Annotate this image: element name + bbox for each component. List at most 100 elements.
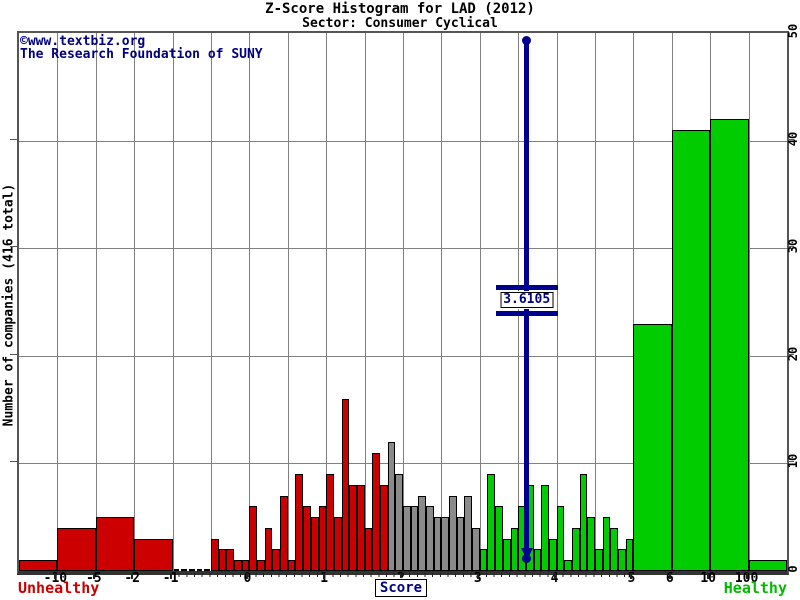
marker-bottom-dot	[522, 554, 532, 563]
histogram-bar	[464, 495, 473, 571]
histogram-bar	[533, 549, 542, 571]
histogram-bar	[556, 506, 565, 571]
histogram-bar	[372, 452, 380, 571]
histogram-bar	[272, 549, 281, 571]
histogram-bar	[218, 549, 227, 571]
healthy-label: Healthy	[723, 579, 787, 597]
chart-title: Z-Score Histogram for LAD (2012)	[265, 1, 535, 17]
marker-crossbar-lower	[495, 311, 558, 316]
histogram-bar	[287, 560, 296, 571]
histogram-bar	[303, 506, 311, 571]
histogram-bar	[134, 538, 173, 571]
x-axis-label: Score	[374, 579, 428, 597]
histogram-bar	[502, 538, 511, 571]
vertical-gridline	[326, 33, 328, 571]
marker-crossbar-upper	[495, 285, 558, 290]
histogram-bar	[564, 560, 572, 571]
vertical-gridline	[479, 33, 481, 571]
x-tick-mark	[54, 573, 57, 579]
vertical-gridline	[441, 33, 443, 571]
histogram-bar	[479, 549, 488, 571]
histogram-bar	[595, 549, 603, 571]
histogram-bar	[472, 527, 480, 571]
histogram-bar	[387, 441, 396, 571]
vertical-gridline	[287, 33, 289, 571]
histogram-bar	[571, 527, 580, 571]
histogram-bar	[548, 538, 557, 571]
horizontal-gridline	[19, 248, 787, 250]
x-axis-label-box: Score	[17, 577, 785, 597]
histogram-bar	[234, 560, 242, 571]
x-tick-mark	[630, 573, 633, 579]
histogram-bar	[333, 517, 342, 571]
histogram-bar	[19, 560, 58, 571]
histogram-bar	[310, 517, 319, 571]
histogram-bar	[196, 569, 203, 571]
histogram-bar	[433, 517, 442, 571]
plot-area	[17, 31, 789, 575]
histogram-bar	[226, 549, 235, 571]
x-tick-mark	[92, 573, 95, 579]
vertical-gridline	[403, 33, 404, 571]
histogram-bar	[456, 517, 465, 571]
vertical-gridline	[211, 33, 212, 571]
histogram-bar	[587, 517, 595, 571]
y-tick-stub-right	[787, 353, 794, 355]
horizontal-gridline	[19, 140, 787, 142]
marker-value-label: 3.6105	[500, 292, 554, 308]
y-tick-stub-right	[787, 461, 794, 463]
histogram-bar	[364, 527, 373, 571]
histogram-bar	[280, 495, 288, 571]
vertical-gridline	[134, 33, 136, 571]
histogram-bar	[257, 560, 265, 571]
vertical-gridline	[633, 33, 635, 571]
vertical-gridline	[172, 33, 174, 571]
x-tick-mark	[745, 573, 748, 579]
y-axis-label: Number of companies (416 total)	[1, 183, 17, 427]
histogram-bar	[403, 506, 411, 571]
x-minor-ticks	[170, 573, 632, 577]
histogram-bar	[625, 538, 634, 571]
histogram-bar	[579, 474, 588, 571]
y-tick-label: 0	[786, 565, 800, 573]
histogram-bar	[710, 119, 749, 571]
histogram-bar	[510, 527, 519, 571]
histogram-bar	[188, 569, 195, 571]
histogram-bar	[633, 323, 672, 571]
y-tick-stub-right	[787, 138, 794, 140]
vertical-gridline	[556, 33, 558, 571]
histogram-bar	[318, 506, 327, 571]
vertical-gridline	[364, 33, 366, 571]
x-tick-mark	[668, 573, 671, 579]
horizontal-gridline	[19, 355, 787, 357]
histogram-bar	[264, 527, 273, 571]
vertical-gridline	[748, 33, 750, 571]
unhealthy-label: Unhealthy	[18, 579, 100, 597]
vertical-gridline	[57, 33, 59, 571]
histogram-bar	[426, 506, 434, 571]
histogram-bar	[487, 474, 496, 571]
histogram-bar	[379, 484, 388, 571]
histogram-bar	[241, 560, 250, 571]
histogram-bar	[95, 517, 135, 571]
histogram-bar	[410, 506, 419, 571]
histogram-bar	[181, 569, 187, 571]
histogram-bar	[341, 398, 350, 571]
histogram-bar	[326, 474, 334, 571]
watermark-link[interactable]: ©www.textbiz.org	[20, 34, 146, 49]
vertical-gridline	[249, 33, 251, 571]
histogram-bar	[610, 527, 619, 571]
histogram-bar	[211, 538, 219, 571]
histogram-bar	[748, 560, 787, 571]
y-tick-stub-right	[787, 246, 794, 248]
vertical-gridline	[95, 33, 97, 571]
histogram-bar	[671, 129, 711, 571]
histogram-bar	[173, 569, 180, 571]
marker-top-dot	[522, 36, 532, 45]
histogram-bar	[204, 569, 210, 571]
vertical-gridline	[595, 33, 596, 571]
histogram-bar	[395, 474, 403, 571]
histogram-bar	[618, 549, 626, 571]
x-tick-mark	[707, 573, 710, 579]
